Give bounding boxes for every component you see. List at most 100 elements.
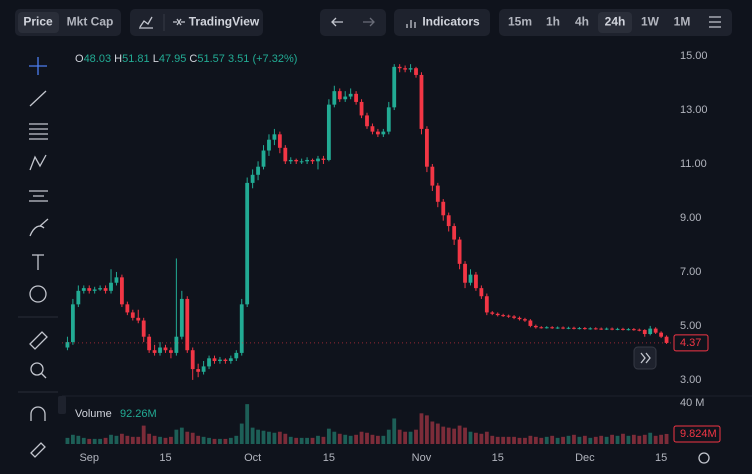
volume-bar (370, 434, 375, 444)
candle-body (621, 328, 625, 330)
ruler-tool[interactable] (29, 331, 48, 350)
candle-body (637, 329, 642, 331)
volume-bar (484, 431, 489, 444)
zoom-tool[interactable] (30, 362, 44, 376)
candle-body (70, 304, 75, 343)
candle-body (452, 226, 457, 240)
volume-bar (446, 427, 451, 444)
candle-body (468, 274, 473, 283)
eraser-tool[interactable] (30, 442, 46, 458)
mkt-cap-label[interactable]: Mkt Cap (67, 15, 114, 29)
candle-body (414, 68, 418, 75)
low-value: 47.95 (159, 53, 187, 65)
candle-body (588, 328, 593, 330)
settings-icon[interactable] (709, 16, 721, 28)
indicators-label[interactable]: Indicators (422, 15, 480, 29)
interval-label[interactable]: 4h (575, 15, 589, 29)
candle-body (375, 131, 380, 135)
candle-body (305, 159, 309, 162)
volume-bar (332, 431, 337, 444)
volume-bar (419, 413, 424, 444)
volume-bar (637, 435, 642, 444)
last-price-label: 4.37 (680, 337, 701, 349)
tradingview-icon[interactable] (173, 18, 185, 26)
indicators-icon[interactable] (406, 20, 416, 28)
volume-bar (528, 435, 533, 444)
fib-tool[interactable] (29, 123, 48, 140)
volume-bar (348, 435, 353, 444)
candle-body (267, 139, 271, 151)
volume-bar (501, 436, 506, 444)
volume-bar (621, 433, 625, 444)
candle-body (207, 358, 211, 367)
close-label: C (189, 53, 197, 65)
interval-active[interactable] (598, 12, 632, 33)
candle-body (463, 263, 467, 283)
volume-bar (631, 434, 636, 444)
candle-body (103, 288, 108, 291)
candle-body (337, 91, 342, 100)
volume-bar (174, 429, 179, 444)
price-button[interactable] (18, 12, 59, 33)
high-label: H (114, 53, 122, 65)
candle-body (392, 66, 397, 108)
interval-label[interactable]: 1W (641, 15, 660, 29)
x-tick-label: 15 (323, 452, 335, 464)
volume-bar (582, 435, 587, 444)
candle-body (626, 329, 631, 331)
y-tick-label: 3.00 (680, 374, 701, 386)
candle-body (550, 327, 555, 329)
volume-bar (642, 434, 647, 444)
candle-body (446, 215, 451, 227)
candle-body (321, 158, 326, 160)
text-tool[interactable] (32, 254, 44, 270)
volume-bar (201, 436, 206, 444)
interval-label[interactable]: 1h (546, 15, 560, 29)
interval-label[interactable]: 1M (674, 15, 691, 29)
candle-body (490, 312, 495, 314)
change-percent: (+7.32%) (252, 53, 297, 65)
candle-body (65, 342, 70, 348)
candle-body (506, 315, 511, 317)
change-value: 3.51 (228, 53, 249, 65)
interval-label[interactable]: 24h (605, 15, 626, 29)
candle-body (593, 328, 598, 330)
trend-line-tool[interactable] (29, 90, 47, 107)
candle-body (185, 298, 190, 351)
crosshair-tool[interactable] (29, 57, 47, 75)
price-label[interactable]: Price (23, 15, 53, 29)
volume-bar (648, 432, 653, 444)
projection-tool[interactable] (29, 190, 48, 202)
volume-bar (490, 435, 495, 444)
forward-arrow[interactable] (363, 17, 375, 27)
candle-body (179, 298, 184, 337)
zoom-handle (40, 372, 47, 379)
candle-body (582, 328, 587, 330)
axis-settings[interactable] (698, 452, 710, 464)
candle-body (653, 328, 658, 333)
emoji-tool[interactable] (29, 285, 47, 303)
candle-body (130, 312, 135, 318)
candle-body (572, 327, 576, 329)
volume-bar (163, 437, 168, 444)
brush-tool[interactable] (29, 218, 49, 237)
x-tick-label: Oct (244, 452, 261, 464)
back-arrow[interactable] (331, 17, 343, 27)
candle-body (163, 347, 168, 351)
candle-body (523, 319, 527, 321)
volume-bar (141, 425, 146, 444)
tradingview-label[interactable]: TradingView (189, 15, 260, 29)
candle-body (664, 336, 669, 343)
magnet-tool[interactable] (30, 406, 46, 421)
indicators-button[interactable] (394, 9, 490, 36)
interval-label[interactable]: 15m (508, 15, 532, 29)
pattern-tool[interactable] (29, 154, 47, 171)
candle-body (512, 316, 516, 318)
volume-bar (152, 435, 157, 444)
collapse-toggle[interactable] (58, 396, 66, 414)
chart-type-group (130, 9, 263, 36)
chart-type-icon[interactable] (139, 16, 153, 29)
volume-bar (114, 435, 119, 444)
candle-body (403, 68, 408, 70)
